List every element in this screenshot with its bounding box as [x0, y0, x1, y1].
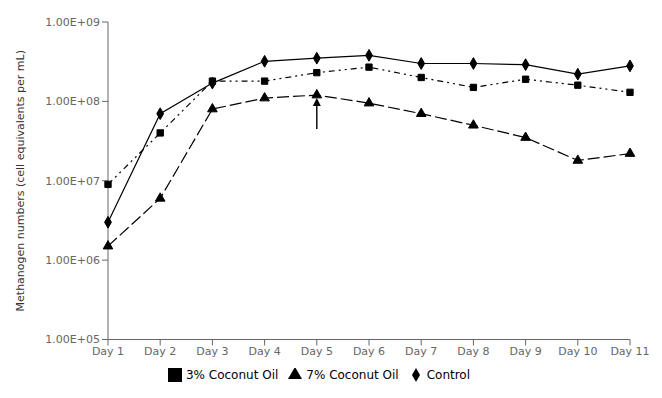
svg-text:Day 9: Day 9: [509, 345, 541, 358]
svg-text:1.00E+09: 1.00E+09: [45, 16, 100, 29]
svg-text:Day 2: Day 2: [144, 345, 176, 358]
svg-text:Day 3: Day 3: [196, 345, 228, 358]
svg-text:Day 7: Day 7: [405, 345, 437, 358]
svg-text:1.00E+07: 1.00E+07: [45, 175, 100, 188]
html-text:3% Coconut Oil: 3% Coconut Oil: [185, 367, 279, 382]
svg-text:1.00E+06: 1.00E+06: [45, 254, 100, 267]
svg-text:Day 8: Day 8: [457, 345, 489, 358]
svg-text:Day 1: Day 1: [92, 345, 124, 358]
svg-text:Day 5: Day 5: [301, 345, 333, 358]
svg-text:1.00E+08: 1.00E+08: [45, 95, 100, 108]
svg-text:1.00E+05: 1.00E+05: [45, 333, 100, 346]
svg-text:Day 11: Day 11: [610, 345, 649, 358]
svg-text:Day 4: Day 4: [248, 345, 280, 358]
svg-text:Day 6: Day 6: [353, 345, 385, 358]
svg-text:Day 10: Day 10: [558, 345, 597, 358]
html-text:7% Coconut Oil: 7% Coconut Oil: [306, 367, 399, 382]
html-text:Control: Control: [426, 367, 470, 382]
svg-text:Methanogen numbers (cell equiv: Methanogen numbers (cell equivalents per…: [14, 50, 27, 311]
